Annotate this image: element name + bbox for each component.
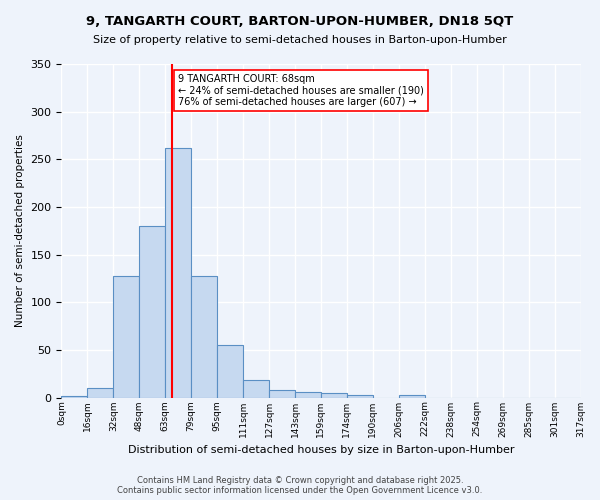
Text: Contains HM Land Registry data © Crown copyright and database right 2025.
Contai: Contains HM Land Registry data © Crown c… (118, 476, 482, 495)
X-axis label: Distribution of semi-detached houses by size in Barton-upon-Humber: Distribution of semi-detached houses by … (128, 445, 514, 455)
Bar (347, 394, 373, 398)
Bar (399, 394, 425, 398)
Bar (113, 276, 139, 398)
Text: 9, TANGARTH COURT, BARTON-UPON-HUMBER, DN18 5QT: 9, TANGARTH COURT, BARTON-UPON-HUMBER, D… (86, 15, 514, 28)
Bar (269, 390, 295, 398)
Y-axis label: Number of semi-detached properties: Number of semi-detached properties (15, 134, 25, 327)
Text: 9 TANGARTH COURT: 68sqm
← 24% of semi-detached houses are smaller (190)
76% of s: 9 TANGARTH COURT: 68sqm ← 24% of semi-de… (178, 74, 424, 106)
Bar (217, 345, 243, 398)
Bar (139, 226, 165, 398)
Bar (165, 148, 191, 398)
Bar (191, 276, 217, 398)
Bar (243, 380, 269, 398)
Bar (295, 392, 321, 398)
Bar (61, 396, 88, 398)
Bar (88, 388, 113, 398)
Bar (321, 392, 347, 398)
Text: Size of property relative to semi-detached houses in Barton-upon-Humber: Size of property relative to semi-detach… (93, 35, 507, 45)
